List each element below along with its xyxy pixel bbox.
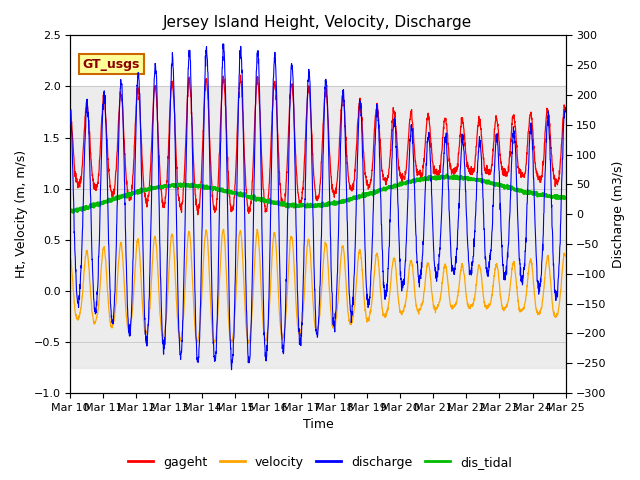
- Bar: [70, 86, 566, 368]
- Title: Jersey Island Height, Velocity, Discharge: Jersey Island Height, Velocity, Discharg…: [163, 15, 472, 30]
- Y-axis label: Discharge (m3/s): Discharge (m3/s): [612, 160, 625, 268]
- Y-axis label: Ht, Velocity (m, m/s): Ht, Velocity (m, m/s): [15, 150, 28, 278]
- Legend: gageht, velocity, discharge, dis_tidal: gageht, velocity, discharge, dis_tidal: [123, 451, 517, 474]
- Text: GT_usgs: GT_usgs: [83, 58, 140, 71]
- X-axis label: Time: Time: [303, 419, 333, 432]
